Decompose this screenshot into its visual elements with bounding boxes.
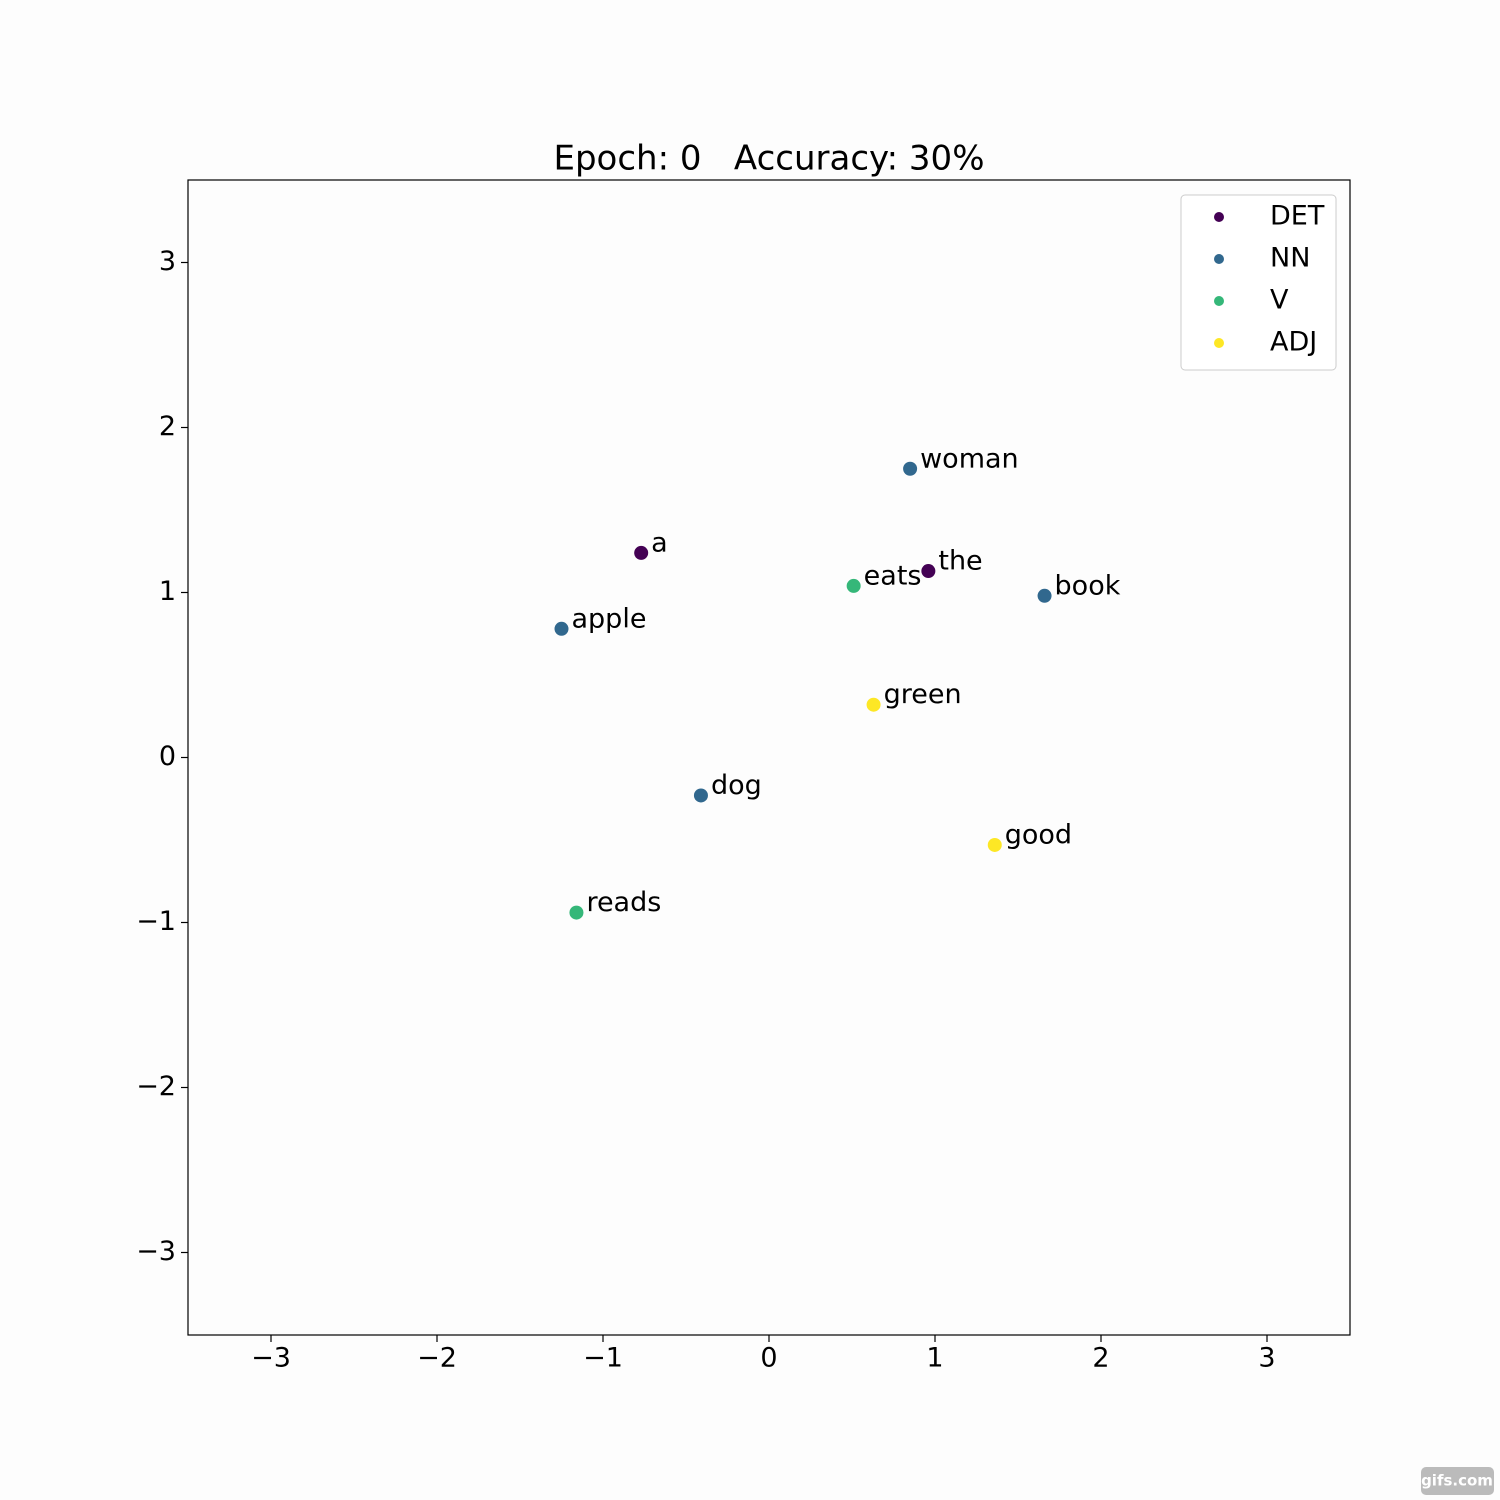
chart-title: Epoch: 0 Accuracy: 30% xyxy=(553,139,984,179)
point-label: woman xyxy=(920,443,1019,474)
watermark-box xyxy=(1421,1467,1494,1495)
legend-label: NN xyxy=(1270,243,1310,274)
legend-box xyxy=(1180,194,1337,371)
point-label: the xyxy=(938,546,982,577)
x-tick-label: −3 xyxy=(251,1343,291,1374)
y-tick-label: 0 xyxy=(159,741,176,772)
point-label: apple xyxy=(572,603,647,634)
point-label: good xyxy=(1005,819,1072,850)
y-tick-label: −1 xyxy=(136,906,176,937)
point xyxy=(846,578,861,593)
point xyxy=(866,697,881,712)
point xyxy=(554,621,569,636)
y-tick-label: −2 xyxy=(136,1071,176,1102)
watermark: gifs.com xyxy=(1421,1472,1493,1490)
x-tick-label: 2 xyxy=(1092,1343,1109,1374)
point xyxy=(693,788,708,803)
legend-label: DET xyxy=(1270,201,1325,232)
y-tick-label: 1 xyxy=(159,576,176,607)
legend-marker xyxy=(1214,296,1224,306)
point-label: a xyxy=(651,527,668,558)
point xyxy=(987,837,1002,852)
point-label: eats xyxy=(864,560,922,591)
point-label: book xyxy=(1055,570,1121,601)
legend-label: V xyxy=(1270,285,1289,316)
point-label: green xyxy=(884,679,962,710)
point xyxy=(634,545,649,560)
point xyxy=(569,905,584,920)
x-tick-label: −2 xyxy=(417,1343,457,1374)
point xyxy=(903,461,918,476)
legend-marker xyxy=(1214,338,1224,348)
point xyxy=(1037,588,1052,603)
legend-marker xyxy=(1214,254,1224,264)
x-tick-label: −1 xyxy=(583,1343,623,1374)
y-tick-label: 2 xyxy=(159,411,176,442)
x-tick-label: 0 xyxy=(760,1343,777,1374)
point-label: reads xyxy=(586,887,661,918)
point xyxy=(921,564,936,579)
point-label: dog xyxy=(711,770,762,801)
y-tick-label: 3 xyxy=(159,246,176,277)
y-tick-label: −3 xyxy=(136,1236,176,1267)
legend-label: ADJ xyxy=(1270,327,1317,358)
x-tick-label: 3 xyxy=(1258,1343,1275,1374)
legend-marker xyxy=(1214,212,1224,222)
x-tick-label: 1 xyxy=(926,1343,943,1374)
